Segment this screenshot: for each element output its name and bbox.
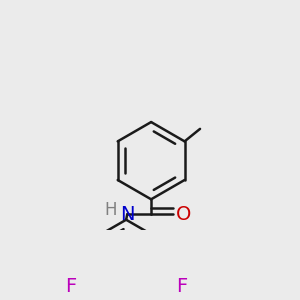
Text: O: O: [176, 205, 191, 224]
Text: F: F: [176, 277, 187, 296]
Text: F: F: [65, 277, 76, 296]
Text: N: N: [120, 205, 134, 224]
Text: H: H: [104, 200, 116, 218]
